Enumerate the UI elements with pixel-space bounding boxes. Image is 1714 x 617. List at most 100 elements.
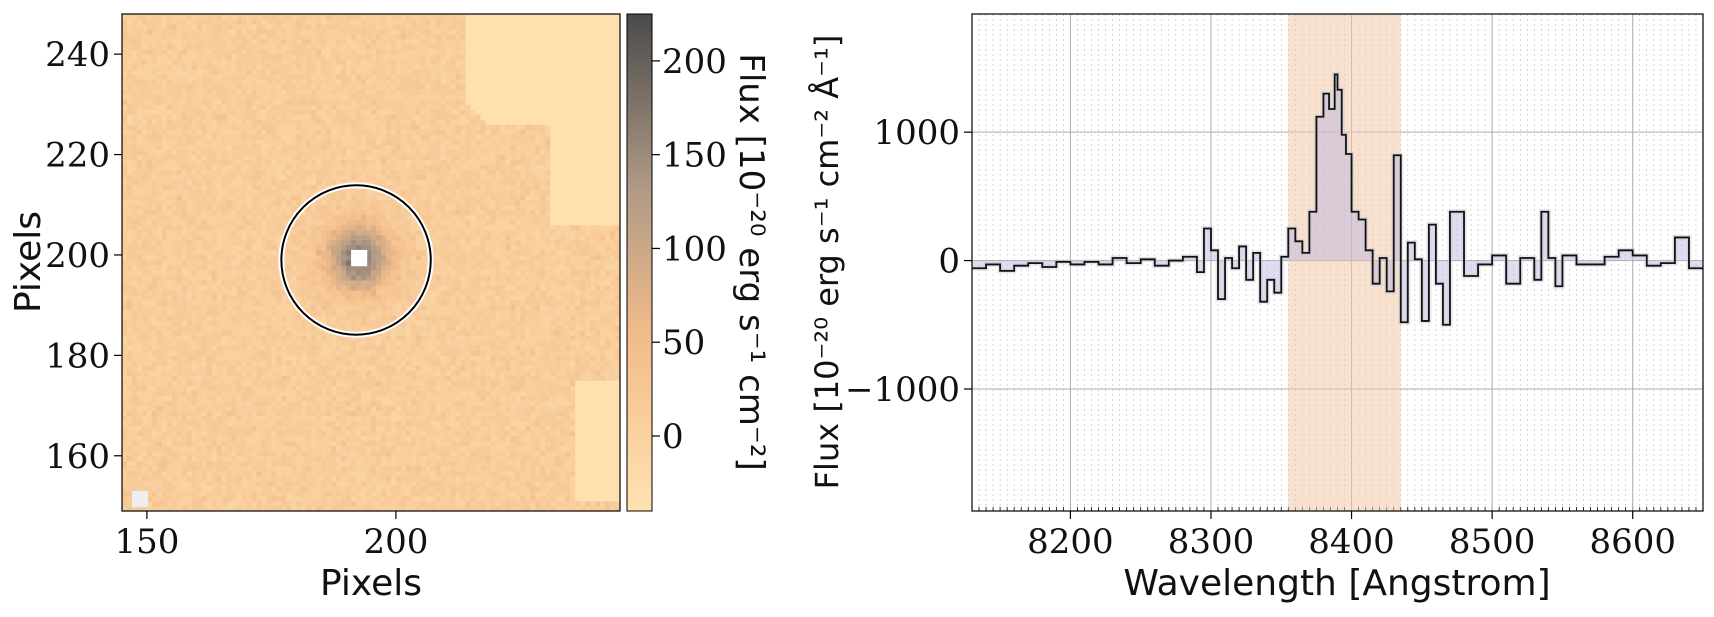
heatmap-cell (470, 395, 476, 401)
heatmap-cell (291, 265, 297, 271)
heatmap-cell (470, 310, 476, 316)
heatmap-cell (201, 345, 208, 351)
heatmap-cell (400, 335, 407, 341)
heatmap-cell (495, 330, 501, 336)
heatmap-cell (485, 455, 491, 462)
heatmap-cell (271, 285, 277, 291)
heatmap-cell (211, 380, 218, 386)
heatmap-cell (445, 470, 452, 477)
heatmap-cell (600, 450, 606, 457)
heatmap-cell (395, 365, 402, 371)
heatmap-cell (510, 455, 516, 462)
heatmap-cell (480, 325, 486, 331)
heatmap-cell (455, 435, 462, 442)
heatmap-cell (555, 445, 561, 452)
heatmap-cell (122, 475, 128, 482)
heatmap-cell (615, 410, 620, 417)
heatmap-cell (485, 465, 491, 472)
heatmap-cell (141, 415, 148, 422)
heatmap-cell (256, 400, 262, 406)
heatmap-cell (216, 360, 222, 366)
heatmap-cell (241, 430, 247, 437)
heatmap-cell (540, 505, 546, 511)
heatmap-cell (341, 375, 347, 381)
heatmap-cell (485, 405, 491, 411)
heatmap-cell (211, 390, 218, 396)
heatmap-cell (545, 325, 551, 331)
heatmap-cell (336, 505, 342, 511)
heatmap-cell (321, 365, 327, 371)
heatmap-cell (326, 300, 332, 306)
heatmap-cell (570, 390, 576, 396)
heatmap-cell (276, 420, 282, 427)
heatmap-cell (236, 420, 242, 427)
heatmap-cell (420, 410, 427, 417)
heatmap-cell (460, 380, 467, 386)
heatmap-cell (326, 415, 332, 422)
heatmap-cell (385, 350, 392, 356)
heatmap-cell (216, 335, 222, 341)
heatmap-cell (221, 290, 227, 296)
heatmap-cell (460, 375, 467, 381)
heatmap-cell (430, 500, 437, 507)
heatmap-cell (525, 350, 531, 356)
heatmap-cell (166, 465, 173, 472)
heatmap-cell (356, 495, 362, 502)
heatmap-cell (241, 360, 247, 366)
heatmap-cell (415, 360, 422, 366)
heatmap-cell (171, 335, 178, 341)
heatmap-cell (216, 405, 222, 411)
heatmap-cell (385, 275, 392, 281)
heatmap-cell (470, 465, 476, 472)
heatmap-cell (395, 500, 402, 507)
heatmap-cell (122, 405, 128, 411)
heatmap-cell (415, 355, 422, 361)
heatmap-cell (356, 440, 362, 447)
heatmap-cell (211, 420, 218, 427)
heatmap-cell (176, 360, 183, 366)
heatmap-cell (505, 375, 511, 381)
heatmap-cell (246, 470, 252, 477)
heatmap-cell (555, 320, 561, 326)
heatmap-cell (211, 345, 218, 351)
heatmap-cell (296, 355, 302, 361)
heatmap-cell (490, 370, 496, 376)
heatmap-cell (565, 405, 571, 411)
heatmap-cell (575, 440, 581, 447)
heatmap-cell (361, 450, 367, 457)
heatmap-cell (570, 325, 576, 331)
heatmap-cell (271, 295, 277, 301)
heatmap-cell (385, 465, 392, 472)
heatmap-cell (530, 350, 536, 356)
heatmap-cell (415, 455, 422, 462)
heatmap-cell (326, 345, 332, 351)
heatmap-cell (405, 290, 412, 296)
heatmap-cell (600, 360, 606, 366)
heatmap-cell (565, 275, 571, 281)
heatmap-cell (276, 390, 282, 396)
heatmap-cell (570, 425, 576, 432)
heatmap-cell (326, 375, 332, 381)
heatmap-cell (520, 295, 526, 301)
heatmap-cell (505, 345, 511, 351)
heatmap-cell (241, 445, 247, 452)
heatmap-cell (371, 475, 377, 482)
heatmap-cell (540, 430, 546, 437)
heatmap-cell (495, 425, 501, 432)
heatmap-cell (545, 335, 551, 341)
heatmap-cell (226, 475, 232, 482)
heatmap-cell (445, 295, 452, 301)
heatmap-cell (122, 450, 128, 457)
heatmap-cell (201, 500, 208, 507)
heatmap-cell (241, 410, 247, 417)
heatmap-cell (126, 365, 133, 371)
heatmap-cell (470, 375, 476, 381)
heatmap-cell (311, 265, 317, 271)
heatmap-cell (226, 375, 232, 381)
heatmap-cell (580, 290, 586, 296)
heatmap-cell (400, 259, 407, 266)
heatmap-cell (251, 300, 257, 306)
heatmap-cell (410, 420, 417, 427)
heatmap-cell (545, 295, 551, 301)
heatmap-cell (331, 265, 337, 271)
